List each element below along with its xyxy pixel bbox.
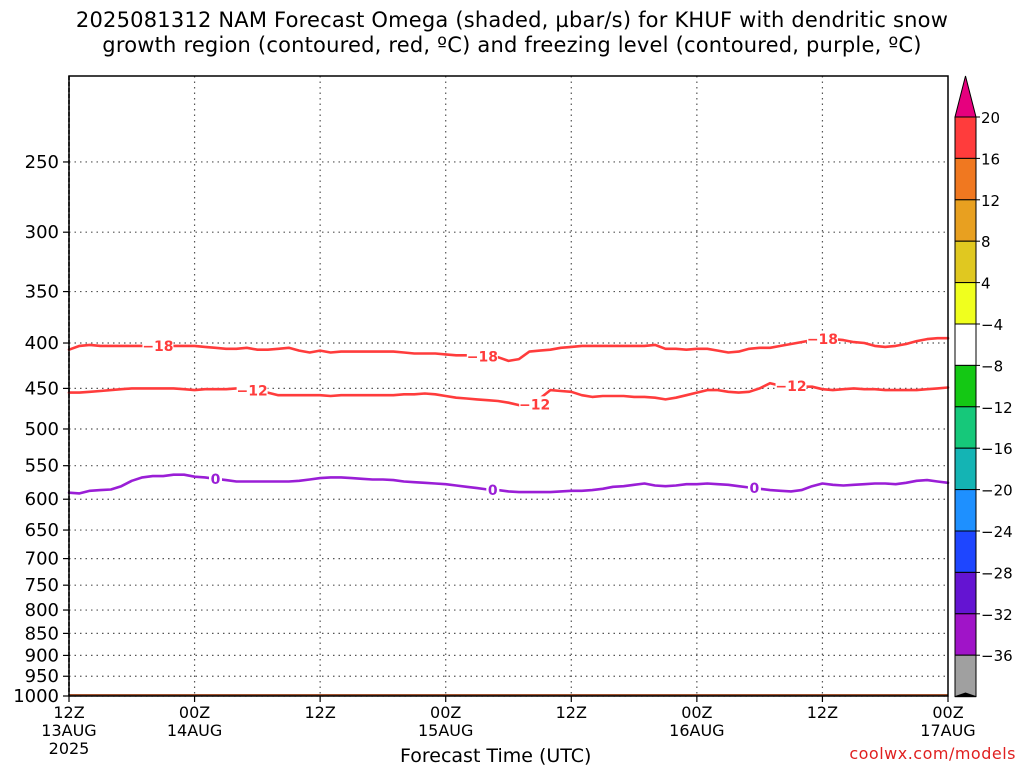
contour-label: 0 xyxy=(488,483,498,499)
contour-line-2 xyxy=(67,473,950,495)
colorbar-swatch xyxy=(954,530,977,573)
colorbar-label: 12 xyxy=(981,192,1000,210)
x-tick-label: 12Z xyxy=(304,703,335,722)
contour-label: −12 xyxy=(775,379,806,395)
colorbar-triangle-top xyxy=(954,75,977,118)
colorbar-label: −4 xyxy=(981,316,1003,334)
contour-line-0 xyxy=(67,336,950,363)
y-tick-label: 500 xyxy=(25,419,59,440)
y-tick-label: 250 xyxy=(25,152,59,173)
y-tick-label: 300 xyxy=(25,222,59,243)
x-tick-label: 12Z xyxy=(556,703,587,722)
contour-label-bg xyxy=(142,337,174,354)
colorbar-swatch xyxy=(954,406,977,449)
colorbar-label: 16 xyxy=(981,150,1000,168)
x-tick-year: 2025 xyxy=(49,739,90,758)
colorbar-swatch xyxy=(954,654,977,698)
colorbar-label: −8 xyxy=(981,357,1003,375)
y-tick-label: 750 xyxy=(25,575,59,596)
contour-line-1 xyxy=(67,381,950,412)
colorbar-swatch xyxy=(954,571,977,615)
colorbar-swatch xyxy=(954,323,977,366)
colorbar-label: −24 xyxy=(981,523,1013,541)
colorbar-swatch xyxy=(954,489,977,532)
x-tick-label: 00Z xyxy=(681,703,712,722)
contour-label-bg xyxy=(486,481,500,498)
contour-label: −12 xyxy=(237,384,268,400)
contour-label-bg xyxy=(209,470,222,487)
colorbar-label: −28 xyxy=(981,564,1013,582)
contour-label: 0 xyxy=(750,481,760,497)
x-tick-label: 12Z xyxy=(807,703,838,722)
y-tick-label: 950 xyxy=(25,666,59,687)
x-tick-date: 16AUG xyxy=(669,721,724,740)
x-tick-label: 12Z xyxy=(53,703,84,722)
colorbar-label: 8 xyxy=(981,233,991,251)
contour-label: −18 xyxy=(467,349,498,365)
contour-label: −12 xyxy=(519,397,550,413)
contour-label: −18 xyxy=(142,339,173,355)
contour-label-bg xyxy=(747,480,761,497)
colorbar-triangle-bottom xyxy=(954,692,977,698)
y-tick-label: 350 xyxy=(25,282,59,303)
colorbar-label: −32 xyxy=(981,606,1013,624)
y-tick-label: 400 xyxy=(25,333,59,354)
colorbar-label: 20 xyxy=(981,109,1000,127)
colorbar-label: 4 xyxy=(981,275,991,293)
y-tick-label: 1000 xyxy=(13,686,59,707)
colorbar-label: −16 xyxy=(981,440,1013,458)
chart-title: 2025081312 NAM Forecast Omega (shaded, µ… xyxy=(0,8,1024,58)
y-tick-label: 550 xyxy=(25,456,59,477)
colorbar-label: −12 xyxy=(981,399,1013,417)
x-tick-date: 13AUG xyxy=(41,721,96,740)
colorbar-label: −20 xyxy=(981,482,1013,500)
surface-fill xyxy=(69,694,948,696)
colorbar-swatch xyxy=(954,157,977,201)
y-tick-label: 700 xyxy=(25,549,59,570)
x-axis-title: Forecast Time (UTC) xyxy=(400,745,592,767)
x-tick-label: 00Z xyxy=(932,703,963,722)
colorbar-swatch xyxy=(954,199,977,242)
y-tick-label: 850 xyxy=(25,623,59,644)
contour-label-bg xyxy=(519,396,551,413)
colorbar-swatch xyxy=(954,240,977,284)
x-tick-label: 00Z xyxy=(430,703,461,722)
y-tick-label: 900 xyxy=(25,645,59,666)
colorbar-swatch xyxy=(954,282,977,325)
contour-label-bg xyxy=(775,377,807,394)
title-line-2: growth region (contoured, red, ºC) and f… xyxy=(102,33,922,57)
colorbar-swatch xyxy=(954,364,977,408)
contour-label-bg xyxy=(806,331,838,348)
colorbar-swatch xyxy=(954,613,977,656)
colorbar-label: −36 xyxy=(981,647,1013,665)
x-tick-date: 15AUG xyxy=(418,721,473,740)
y-tick-label: 600 xyxy=(25,489,59,510)
contour-label-bg xyxy=(466,348,498,365)
y-tick-label: 650 xyxy=(25,520,59,541)
x-tick-date: 17AUG xyxy=(920,721,975,740)
plot-frame xyxy=(68,75,949,697)
contour-label-bg xyxy=(236,382,268,399)
x-tick-label: 00Z xyxy=(179,703,210,722)
watermark: coolwx.com/models xyxy=(849,744,1016,763)
contour-label: 0 xyxy=(211,472,221,488)
colorbar-swatch xyxy=(954,447,977,491)
y-tick-label: 450 xyxy=(25,378,59,399)
contour-label: −18 xyxy=(807,332,838,348)
colorbar-swatch xyxy=(954,116,977,159)
y-tick-label: 800 xyxy=(25,600,59,621)
title-line-1: 2025081312 NAM Forecast Omega (shaded, µ… xyxy=(75,8,949,32)
x-tick-date: 14AUG xyxy=(167,721,222,740)
